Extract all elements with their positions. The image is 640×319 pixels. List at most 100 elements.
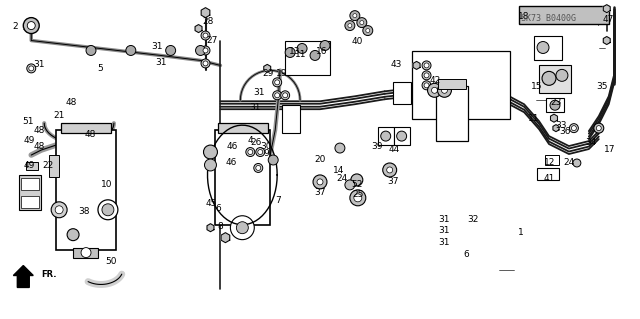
Text: 40: 40 — [351, 38, 363, 47]
Circle shape — [23, 18, 39, 33]
Text: 31: 31 — [249, 103, 260, 112]
Bar — [545, 155, 559, 165]
Polygon shape — [207, 224, 214, 232]
Text: 41: 41 — [544, 174, 555, 183]
Text: 35: 35 — [596, 82, 608, 91]
Circle shape — [258, 150, 263, 154]
Circle shape — [273, 91, 282, 100]
Text: 49: 49 — [23, 161, 35, 170]
Circle shape — [297, 43, 307, 54]
Text: 31: 31 — [152, 42, 163, 51]
Text: 31: 31 — [438, 215, 449, 224]
Circle shape — [387, 167, 393, 173]
Text: 38: 38 — [79, 207, 90, 216]
Circle shape — [383, 163, 397, 177]
Text: 37: 37 — [388, 177, 399, 186]
Circle shape — [424, 63, 429, 68]
Circle shape — [363, 26, 372, 35]
Bar — [539, 65, 571, 93]
Polygon shape — [604, 5, 610, 13]
Circle shape — [248, 150, 253, 154]
Circle shape — [246, 148, 255, 157]
Circle shape — [313, 175, 327, 189]
Bar — [534, 35, 562, 60]
Bar — [378, 127, 394, 145]
Circle shape — [542, 71, 556, 85]
Circle shape — [424, 73, 429, 78]
Circle shape — [28, 22, 35, 30]
Text: 48: 48 — [66, 98, 77, 107]
Circle shape — [203, 61, 208, 66]
Text: 20: 20 — [314, 155, 326, 164]
Circle shape — [354, 194, 362, 202]
Circle shape — [320, 41, 330, 50]
Text: 25: 25 — [353, 190, 364, 199]
Bar — [436, 86, 468, 141]
Circle shape — [51, 202, 67, 218]
Bar — [21, 196, 39, 208]
Polygon shape — [550, 114, 557, 122]
Circle shape — [55, 206, 63, 214]
Text: 10: 10 — [100, 181, 112, 189]
Circle shape — [537, 41, 549, 54]
Text: 24: 24 — [563, 158, 574, 167]
Circle shape — [422, 71, 431, 80]
Circle shape — [442, 87, 447, 93]
Circle shape — [351, 174, 363, 186]
Text: FR.: FR. — [41, 270, 57, 279]
Circle shape — [201, 46, 210, 55]
Bar — [73, 248, 98, 257]
Text: 2: 2 — [13, 22, 18, 31]
Text: 14: 14 — [333, 166, 345, 175]
Bar — [26, 162, 38, 170]
Text: 49: 49 — [23, 136, 35, 145]
Circle shape — [268, 155, 278, 165]
Text: 19: 19 — [276, 69, 287, 78]
Text: 43: 43 — [391, 60, 402, 69]
Circle shape — [27, 64, 36, 73]
Text: 9: 9 — [263, 149, 269, 158]
Circle shape — [196, 46, 205, 56]
Circle shape — [424, 83, 429, 88]
Text: 17: 17 — [604, 145, 616, 154]
Text: 12: 12 — [544, 158, 555, 167]
Circle shape — [348, 24, 352, 27]
Circle shape — [126, 46, 136, 56]
Text: 46: 46 — [227, 142, 238, 151]
Polygon shape — [413, 62, 420, 70]
Bar — [285, 41, 330, 75]
Polygon shape — [264, 64, 271, 72]
Text: 4: 4 — [247, 136, 253, 145]
Text: 28: 28 — [203, 17, 214, 26]
Text: 48: 48 — [34, 142, 45, 151]
Bar — [282, 105, 300, 133]
Circle shape — [345, 180, 355, 190]
Circle shape — [550, 100, 560, 110]
Circle shape — [350, 190, 366, 206]
Circle shape — [381, 131, 390, 141]
Polygon shape — [13, 265, 33, 287]
Bar — [394, 127, 410, 145]
Text: 21: 21 — [53, 111, 65, 120]
Bar — [546, 98, 564, 112]
Text: 34: 34 — [585, 137, 596, 146]
Circle shape — [86, 46, 96, 56]
Text: 31: 31 — [33, 60, 45, 69]
Text: 44: 44 — [389, 145, 400, 154]
Circle shape — [201, 59, 210, 68]
Bar — [56, 130, 116, 249]
Circle shape — [570, 124, 579, 133]
Text: 32: 32 — [467, 215, 479, 224]
Text: 50: 50 — [105, 257, 116, 266]
Circle shape — [166, 46, 175, 56]
Circle shape — [317, 179, 323, 185]
Circle shape — [428, 83, 442, 97]
Text: 11: 11 — [528, 114, 540, 123]
Text: 46: 46 — [225, 158, 236, 167]
Text: 48: 48 — [85, 130, 96, 138]
Polygon shape — [195, 25, 202, 33]
Circle shape — [203, 48, 208, 53]
Polygon shape — [221, 233, 230, 243]
Circle shape — [236, 222, 248, 234]
Text: 36: 36 — [559, 127, 570, 136]
